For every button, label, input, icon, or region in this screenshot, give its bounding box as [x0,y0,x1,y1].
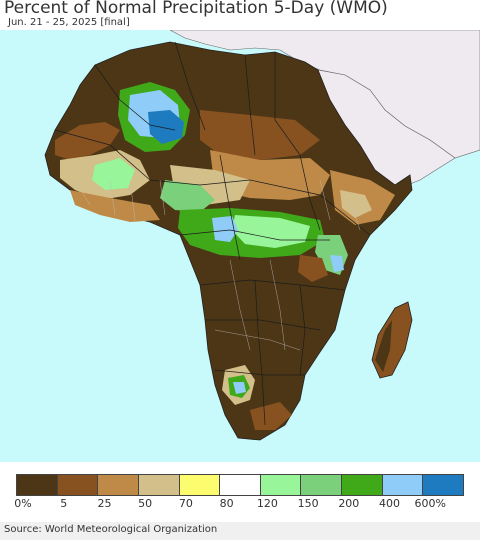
inner-borders [74,179,361,351]
southern-africa-blue [233,382,246,394]
legend-tick-label: 600% [414,497,446,510]
legend-swatch-0 [17,475,58,495]
legend-tick-label: 70 [178,497,193,510]
west-sahel-brown [55,122,120,160]
legend-swatch-9 [382,475,424,495]
east-africa-blue [330,255,344,272]
source-text: Source: World Meteorological Organizatio… [4,524,218,535]
color-legend [16,474,464,496]
legend-tick-label: 50 [138,497,153,510]
africa-map-svg [0,30,480,462]
legend-swatch-3 [138,475,180,495]
map-subtitle: Jun. 21 - 25, 2025 [final] [8,17,130,28]
nigeria-green [160,180,215,212]
legend-tick-label: 25 [97,497,112,510]
lake-victoria-brown [298,255,328,282]
map-title: Percent of Normal Precipitation 5-Day (W… [4,0,388,18]
legend-tick-label: 0% [14,497,32,510]
central-sahara-brown [200,110,320,160]
congo-blue [212,216,238,242]
legend-swatch-2 [98,475,139,495]
legend-swatch-6 [260,475,302,495]
legend-swatch-5 [220,475,261,495]
legend-tick-labels: 0% 5 25 50 70 80 120 150 200 400 600% [0,497,480,511]
legend-swatch-8 [342,475,383,495]
legend-swatch-4 [179,475,221,495]
legend-tick-label: 150 [297,497,319,510]
legend-tick-label: 120 [256,497,278,510]
legend-tick-label: 80 [219,497,234,510]
madagascar-west [375,320,392,372]
precipitation-map [0,30,480,462]
legend-tick-label: 5 [60,497,68,510]
ethiopia-light [340,190,372,218]
guinea-coast-brown [70,190,160,222]
legend-tick-label: 200 [338,497,360,510]
south-coast-tan [250,402,292,430]
legend-swatch-1 [57,475,99,495]
legend-swatch-10 [423,475,464,495]
country-borders [54,41,371,426]
legend-tick-label: 400 [379,497,401,510]
footer-bar: Source: World Meteorological Organizatio… [0,522,480,540]
legend-swatch-7 [301,475,343,495]
sahara-dark-blue [148,110,184,144]
west-africa-green [92,158,135,190]
